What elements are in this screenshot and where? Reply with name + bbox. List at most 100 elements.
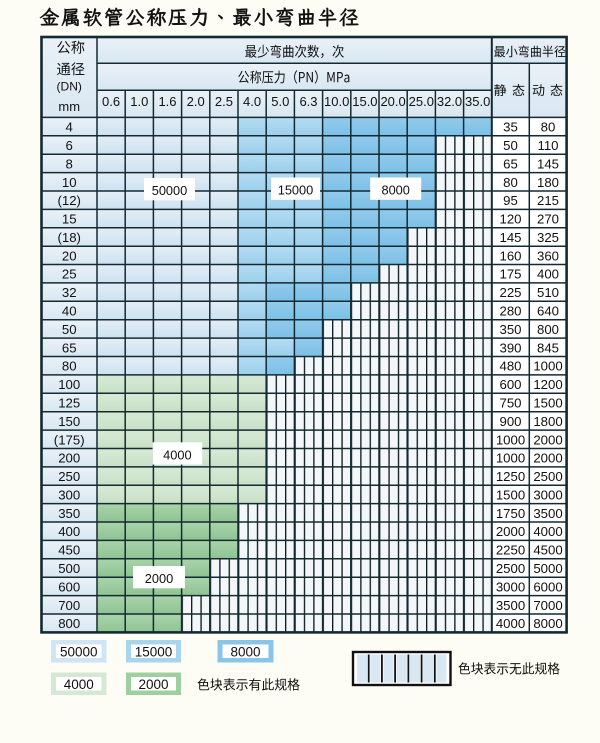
- svg-text:(12): (12): [57, 193, 80, 208]
- svg-text:350: 350: [499, 322, 521, 337]
- svg-text:50: 50: [62, 322, 77, 337]
- svg-text:0.6: 0.6: [102, 94, 120, 109]
- svg-text:4000: 4000: [496, 616, 525, 631]
- svg-text:3000: 3000: [533, 488, 562, 503]
- svg-text:2250: 2250: [496, 543, 525, 558]
- svg-text:2.0: 2.0: [187, 94, 205, 109]
- svg-text:600: 600: [58, 579, 80, 594]
- svg-text:3500: 3500: [533, 506, 562, 521]
- svg-text:95: 95: [503, 193, 518, 208]
- svg-text:1250: 1250: [496, 469, 525, 484]
- svg-text:1.6: 1.6: [158, 94, 176, 109]
- svg-text:35: 35: [503, 120, 518, 135]
- svg-text:325: 325: [537, 230, 559, 245]
- svg-text:15000: 15000: [278, 183, 314, 198]
- svg-text:145: 145: [537, 156, 559, 171]
- svg-text:80: 80: [62, 359, 77, 374]
- svg-text:1000: 1000: [533, 359, 562, 374]
- svg-text:20.0: 20.0: [380, 94, 405, 109]
- svg-text:5000: 5000: [533, 561, 562, 576]
- svg-text:390: 390: [499, 340, 521, 355]
- svg-text:145: 145: [499, 230, 521, 245]
- svg-text:5.0: 5.0: [271, 94, 289, 109]
- svg-text:2500: 2500: [533, 469, 562, 484]
- svg-text:65: 65: [62, 340, 77, 355]
- svg-text:2.5: 2.5: [215, 94, 233, 109]
- svg-text:10.0: 10.0: [324, 94, 349, 109]
- svg-text:175: 175: [499, 267, 521, 282]
- svg-text:(175): (175): [54, 432, 85, 447]
- svg-text:1500: 1500: [533, 396, 562, 411]
- svg-text:1800: 1800: [533, 414, 562, 429]
- svg-text:6.3: 6.3: [299, 94, 317, 109]
- svg-text:510: 510: [537, 285, 559, 300]
- svg-text:2500: 2500: [496, 561, 525, 576]
- svg-text:640: 640: [537, 304, 559, 319]
- svg-text:50000: 50000: [60, 645, 98, 660]
- svg-text:65: 65: [503, 156, 518, 171]
- svg-text:32: 32: [62, 285, 77, 300]
- svg-text:150: 150: [58, 414, 80, 429]
- svg-text:15.0: 15.0: [352, 94, 377, 109]
- svg-text:4000: 4000: [533, 524, 562, 539]
- svg-text:100: 100: [58, 377, 80, 392]
- svg-text:400: 400: [537, 267, 559, 282]
- svg-text:700: 700: [58, 598, 80, 613]
- svg-text:800: 800: [58, 616, 80, 631]
- svg-text:400: 400: [58, 524, 80, 539]
- svg-text:215: 215: [537, 193, 559, 208]
- svg-text:600: 600: [499, 377, 521, 392]
- svg-text:4500: 4500: [533, 543, 562, 558]
- svg-text:mm: mm: [58, 99, 80, 114]
- svg-text:3500: 3500: [496, 598, 525, 613]
- svg-text:280: 280: [499, 304, 521, 319]
- svg-text:2000: 2000: [145, 571, 173, 586]
- svg-text:32.0: 32.0: [437, 94, 462, 109]
- svg-text:180: 180: [537, 175, 559, 190]
- svg-text:3000: 3000: [496, 579, 525, 594]
- svg-text:120: 120: [499, 212, 521, 227]
- svg-text:270: 270: [537, 212, 559, 227]
- svg-text:4: 4: [66, 120, 73, 135]
- svg-text:2000: 2000: [533, 432, 562, 447]
- svg-text:350: 350: [58, 506, 80, 521]
- svg-text:50: 50: [503, 138, 518, 153]
- svg-text:40: 40: [62, 304, 77, 319]
- svg-text:250: 250: [58, 469, 80, 484]
- svg-text:160: 160: [499, 248, 521, 263]
- svg-text:845: 845: [537, 340, 559, 355]
- svg-text:1750: 1750: [496, 506, 525, 521]
- svg-text:35.0: 35.0: [465, 94, 490, 109]
- svg-text:25.0: 25.0: [409, 94, 434, 109]
- svg-text:800: 800: [537, 322, 559, 337]
- svg-text:1500: 1500: [496, 488, 525, 503]
- svg-text:10: 10: [62, 175, 77, 190]
- svg-text:1200: 1200: [533, 377, 562, 392]
- svg-text:750: 750: [499, 396, 521, 411]
- svg-text:7000: 7000: [533, 598, 562, 613]
- svg-text:4000: 4000: [64, 677, 94, 692]
- svg-text:(DN): (DN): [57, 79, 82, 93]
- svg-text:8: 8: [66, 156, 73, 171]
- svg-text:80: 80: [503, 175, 518, 190]
- svg-text:4.0: 4.0: [243, 94, 261, 109]
- svg-text:20: 20: [62, 248, 77, 263]
- svg-text:15: 15: [62, 212, 77, 227]
- svg-text:200: 200: [58, 451, 80, 466]
- svg-text:(18): (18): [57, 230, 80, 245]
- svg-text:1.0: 1.0: [130, 94, 148, 109]
- svg-text:8000: 8000: [230, 645, 260, 660]
- svg-text:2000: 2000: [496, 524, 525, 539]
- svg-text:1000: 1000: [496, 451, 525, 466]
- svg-text:450: 450: [58, 543, 80, 558]
- svg-text:2000: 2000: [138, 677, 168, 692]
- svg-text:15000: 15000: [135, 645, 173, 660]
- svg-text:300: 300: [58, 488, 80, 503]
- svg-text:6000: 6000: [533, 579, 562, 594]
- svg-text:80: 80: [541, 120, 556, 135]
- svg-text:2000: 2000: [533, 451, 562, 466]
- svg-text:360: 360: [537, 248, 559, 263]
- svg-text:110: 110: [537, 138, 558, 153]
- svg-text:6: 6: [66, 138, 73, 153]
- svg-text:8000: 8000: [381, 183, 409, 198]
